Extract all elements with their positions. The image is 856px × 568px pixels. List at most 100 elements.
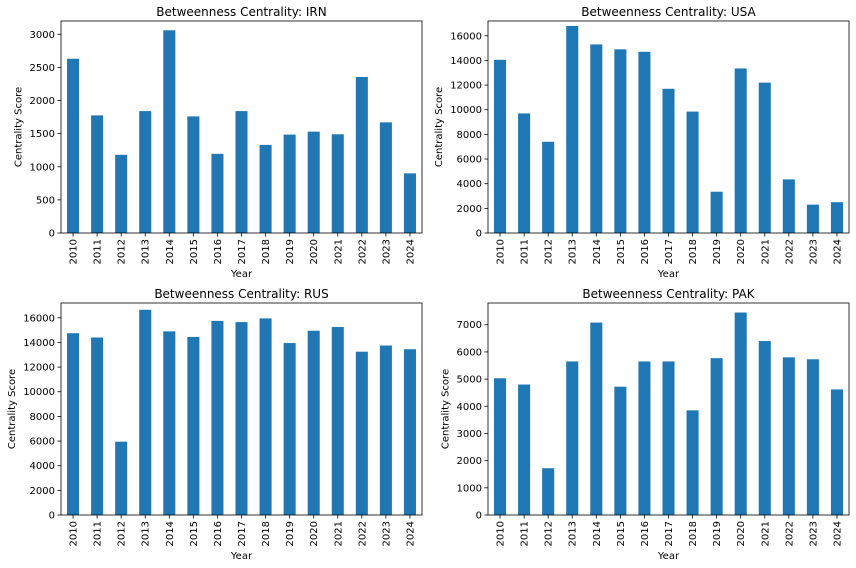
bar-2020 <box>734 68 747 233</box>
x-tick-label: 2017 <box>664 521 675 546</box>
bar-2018 <box>686 111 699 233</box>
y-tick-label: 2500 <box>30 63 55 74</box>
bar-2018 <box>259 144 272 233</box>
bar-2014 <box>590 322 603 515</box>
bar-2020 <box>307 131 320 233</box>
bar-2011 <box>518 384 531 515</box>
y-tick-label: 10000 <box>23 387 55 398</box>
x-tick-label: 2022 <box>784 239 795 264</box>
y-axis-label: Centrality Score <box>13 87 24 167</box>
x-tick-label: 2010 <box>69 521 80 546</box>
y-tick-label: 12000 <box>450 81 482 92</box>
chart-title: Betweenness Centrality: PAK <box>582 287 755 301</box>
y-tick-label: 16000 <box>23 313 55 324</box>
x-tick-label: 2024 <box>832 239 843 264</box>
bar-2024 <box>403 173 416 234</box>
x-axis-label: Year <box>657 269 680 280</box>
bar-2022 <box>355 76 368 233</box>
bar-2018 <box>686 410 699 515</box>
bar-2016 <box>638 51 651 234</box>
bar-2011 <box>91 115 104 233</box>
bar-2024 <box>830 389 843 515</box>
subplot-4: 0 1000 2000 3000 4000 5000 6000 7000 2010 2011 201… <box>440 287 850 562</box>
x-tick-label: 2022 <box>784 521 795 546</box>
bar-2010 <box>67 58 80 234</box>
y-tick-label: 6000 <box>30 437 55 448</box>
bar-2014 <box>163 30 176 233</box>
subplot-2: 0 2000 4000 6000 8000 10000 12000 14000 16000 201… <box>434 5 850 280</box>
x-tick-label: 2018 <box>688 521 699 546</box>
x-tick-label: 2021 <box>760 521 771 546</box>
x-tick-label: 2022 <box>357 239 368 264</box>
x-tick-label: 2013 <box>141 239 152 264</box>
y-tick-label: 3000 <box>30 30 55 41</box>
bar-2017 <box>662 88 675 233</box>
x-tick-label: 2018 <box>261 239 272 264</box>
bar-2016 <box>211 153 224 233</box>
bar-2014 <box>163 331 176 515</box>
x-tick-label: 2012 <box>544 521 555 546</box>
bar-2015 <box>614 49 627 233</box>
x-tick-label: 2024 <box>405 521 416 546</box>
x-tick-label: 2023 <box>381 521 392 546</box>
bar-2019 <box>283 343 296 515</box>
x-tick-label: 2019 <box>285 239 296 264</box>
x-tick-label: 2014 <box>592 521 603 546</box>
bar-2023 <box>379 122 392 233</box>
bar-2011 <box>518 113 531 233</box>
y-tick-label: 2000 <box>457 456 482 467</box>
y-tick-label: 0 <box>49 511 55 522</box>
bar-2024 <box>830 202 843 233</box>
bar-2010 <box>67 333 80 515</box>
bar-2022 <box>782 179 795 233</box>
bar-2015 <box>187 336 200 515</box>
x-tick-label: 2010 <box>496 239 507 264</box>
y-axis-label: Centrality Score <box>7 369 18 449</box>
bar-2021 <box>331 134 344 233</box>
y-tick-label: 14000 <box>450 56 482 67</box>
x-tick-label: 2019 <box>285 521 296 546</box>
bar-2022 <box>782 357 795 515</box>
x-tick-label: 2011 <box>520 521 531 546</box>
subplot-1: 0 500 1000 1500 2000 2500 3000 2010 2011 2012 2013… <box>13 5 423 280</box>
bar-2015 <box>614 386 627 515</box>
y-tick-label: 3000 <box>457 429 482 440</box>
y-tick-label: 2000 <box>30 486 55 497</box>
x-tick-label: 2020 <box>309 239 320 264</box>
x-tick-label: 2022 <box>357 521 368 546</box>
chart-title: Betweenness Centrality: USA <box>581 5 756 19</box>
x-tick-label: 2012 <box>117 239 128 264</box>
bar-2016 <box>638 361 651 515</box>
x-tick-label: 2016 <box>213 521 224 546</box>
y-tick-label: 1000 <box>457 483 482 494</box>
y-axis-label: Centrality Score <box>434 87 445 167</box>
x-tick-label: 2021 <box>333 521 344 546</box>
bar-2012 <box>542 141 555 233</box>
y-tick-label: 7000 <box>457 320 482 331</box>
y-tick-label: 8000 <box>30 412 55 423</box>
bar-2020 <box>734 312 747 515</box>
x-tick-label: 2013 <box>141 521 152 546</box>
bar-2019 <box>283 134 296 233</box>
x-tick-label: 2017 <box>237 239 248 264</box>
bar-2010 <box>494 59 507 233</box>
x-tick-label: 2016 <box>213 239 224 264</box>
bar-2021 <box>758 82 771 233</box>
bar-2013 <box>566 25 579 234</box>
bar-2020 <box>307 330 320 515</box>
x-tick-label: 2011 <box>93 521 104 546</box>
bar-2023 <box>806 359 819 515</box>
x-tick-label: 2014 <box>165 239 176 264</box>
bar-2023 <box>806 204 819 233</box>
x-tick-label: 2024 <box>405 239 416 264</box>
x-tick-label: 2021 <box>333 239 344 264</box>
bar-2019 <box>710 191 723 233</box>
x-tick-label: 2015 <box>616 521 627 546</box>
bar-2018 <box>259 318 272 515</box>
x-tick-label: 2018 <box>261 521 272 546</box>
y-tick-label: 12000 <box>23 363 55 374</box>
y-tick-label: 2000 <box>457 204 482 215</box>
x-tick-label: 2013 <box>568 239 579 264</box>
y-tick-label: 1500 <box>30 129 55 140</box>
